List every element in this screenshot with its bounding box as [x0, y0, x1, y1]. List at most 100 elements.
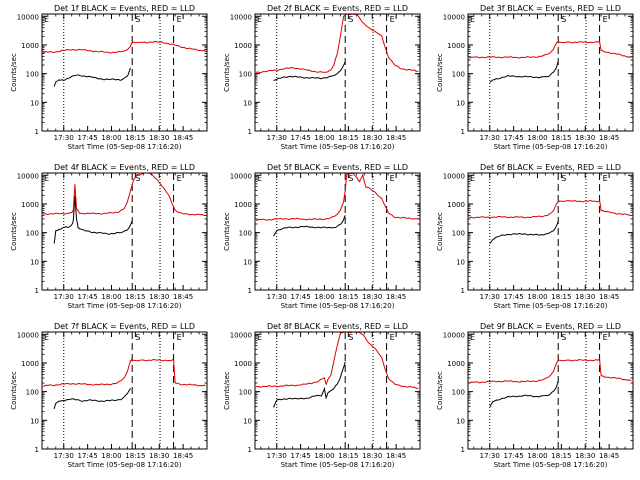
y-tick-label: 100: [239, 230, 252, 238]
x-tick-label: 18:00: [314, 452, 334, 460]
y-tick-label: 100: [452, 230, 465, 238]
x-axis-label: Start Time (05-Sep-08 17:16:20): [68, 143, 182, 151]
x-tick-label: 18:45: [173, 134, 193, 142]
y-tick-label: 10000: [17, 172, 39, 180]
x-tick-label: 18:30: [149, 293, 169, 301]
series-line-lld: [42, 41, 206, 54]
y-tick-label: 10000: [443, 331, 465, 339]
series-line-lld: [42, 173, 206, 217]
y-tick-label: 100: [26, 71, 39, 79]
series-line-lld: [255, 332, 419, 390]
x-tick-label: 18:45: [599, 293, 619, 301]
x-tick-label: 17:30: [480, 452, 500, 460]
x-tick-label: 17:45: [291, 134, 311, 142]
corner-label: E: [257, 333, 262, 342]
series-line-events: [53, 195, 133, 244]
panel-title: Det 3f BLACK = Events, RED = LLD: [480, 4, 621, 13]
y-axis-label: Counts/sec: [10, 53, 18, 92]
marker-label: E: [390, 174, 395, 183]
y-tick-label: 1: [461, 446, 465, 454]
x-tick-label: 18:00: [101, 293, 121, 301]
marker-label: S: [135, 174, 140, 183]
plot-frame: [467, 331, 634, 450]
plot-frame: [254, 331, 421, 450]
x-axis-label: Start Time (05-Sep-08 17:16:20): [494, 143, 608, 151]
x-axis-label: Start Time (05-Sep-08 17:16:20): [281, 302, 395, 310]
panel-title: Det 2f BLACK = Events, RED = LLD: [267, 4, 408, 13]
series-line-events: [53, 388, 132, 410]
panel-9: Det 9f BLACK = Events, RED = LLD 1 10 100 10…: [436, 322, 634, 469]
x-tick-label: 18:45: [173, 293, 193, 301]
y-tick-label: 1000: [234, 360, 252, 368]
x-tick-label: 17:30: [267, 452, 287, 460]
x-axis-label: Start Time (05-Sep-08 17:16:20): [68, 302, 182, 310]
x-axis-label: Start Time (05-Sep-08 17:16:20): [281, 143, 395, 151]
marker-label: E: [603, 15, 608, 24]
panel-1: Det 1f BLACK = Events, RED = LLD 1 10 100 10…: [10, 4, 208, 151]
y-tick-label: 10: [456, 99, 465, 107]
x-tick-label: 18:15: [551, 134, 571, 142]
y-tick-label: 10000: [230, 13, 252, 21]
x-tick-label: 18:30: [575, 452, 595, 460]
marker-label: S: [561, 15, 566, 24]
marker-label: S: [561, 333, 566, 342]
x-tick-label: 18:15: [338, 452, 358, 460]
plot-frame: [254, 13, 421, 132]
corner-label: E: [257, 15, 262, 24]
series-group: [469, 358, 632, 408]
corner-label: E: [44, 333, 49, 342]
y-tick-label: 1000: [234, 201, 252, 209]
y-tick-label: 1: [461, 287, 465, 295]
y-tick-label: 1000: [21, 360, 39, 368]
y-tick-label: 10: [456, 417, 465, 425]
y-tick-label: 10000: [230, 331, 252, 339]
x-axis-label: Start Time (05-Sep-08 17:16:20): [68, 461, 182, 469]
x-tick-label: 18:30: [362, 134, 382, 142]
x-tick-label: 18:45: [173, 452, 193, 460]
y-tick-label: 100: [26, 389, 39, 397]
marker-label: S: [348, 15, 353, 24]
panel-title: Det 6f BLACK = Events, RED = LLD: [480, 163, 621, 172]
marker-label: S: [135, 333, 140, 342]
y-axis-label: Counts/sec: [10, 212, 18, 251]
x-tick-label: 18:00: [101, 134, 121, 142]
series-line-lld: [469, 358, 632, 384]
x-tick-label: 17:45: [291, 452, 311, 460]
panel-title: Det 1f BLACK = Events, RED = LLD: [54, 4, 195, 13]
plot-frame: [41, 331, 208, 450]
x-axis-label: Start Time (05-Sep-08 17:16:20): [494, 302, 608, 310]
marker-label: E: [177, 15, 182, 24]
y-tick-label: 1000: [21, 42, 39, 50]
y-tick-label: 1: [248, 287, 252, 295]
corner-label: E: [44, 15, 49, 24]
x-tick-label: 17:45: [78, 452, 98, 460]
y-tick-label: 10: [243, 258, 252, 266]
series-line-lld: [255, 14, 419, 74]
corner-label: E: [44, 174, 49, 183]
x-tick-label: 18:15: [338, 293, 358, 301]
x-tick-label: 17:45: [78, 293, 98, 301]
x-tick-label: 18:15: [125, 293, 145, 301]
y-tick-label: 1: [461, 128, 465, 136]
y-tick-label: 1000: [447, 201, 465, 209]
marker-label: E: [603, 174, 608, 183]
panel-title: Det 4f BLACK = Events, RED = LLD: [54, 163, 195, 172]
y-axis-label: Counts/sec: [223, 53, 231, 92]
x-tick-label: 17:30: [54, 452, 74, 460]
x-tick-label: 18:00: [314, 293, 334, 301]
y-tick-label: 1000: [447, 42, 465, 50]
y-axis-label: Counts/sec: [436, 212, 444, 251]
y-tick-label: 1000: [447, 360, 465, 368]
series-line-events: [53, 67, 132, 87]
x-tick-label: 17:45: [291, 293, 311, 301]
panel-6: Det 6f BLACK = Events, RED = LLD 1 10 100 10…: [436, 163, 634, 310]
y-tick-label: 10000: [443, 13, 465, 21]
x-tick-label: 18:15: [125, 452, 145, 460]
x-tick-label: 18:45: [599, 134, 619, 142]
y-tick-label: 100: [239, 71, 252, 79]
series-group: [468, 200, 632, 244]
panel-8: Det 8f BLACK = Events, RED = LLD 1 10 100 10…: [223, 322, 421, 469]
x-axis-label: Start Time (05-Sep-08 17:16:20): [494, 461, 608, 469]
series-line-lld: [468, 41, 632, 59]
x-axis-label: Start Time (05-Sep-08 17:16:20): [281, 461, 395, 469]
